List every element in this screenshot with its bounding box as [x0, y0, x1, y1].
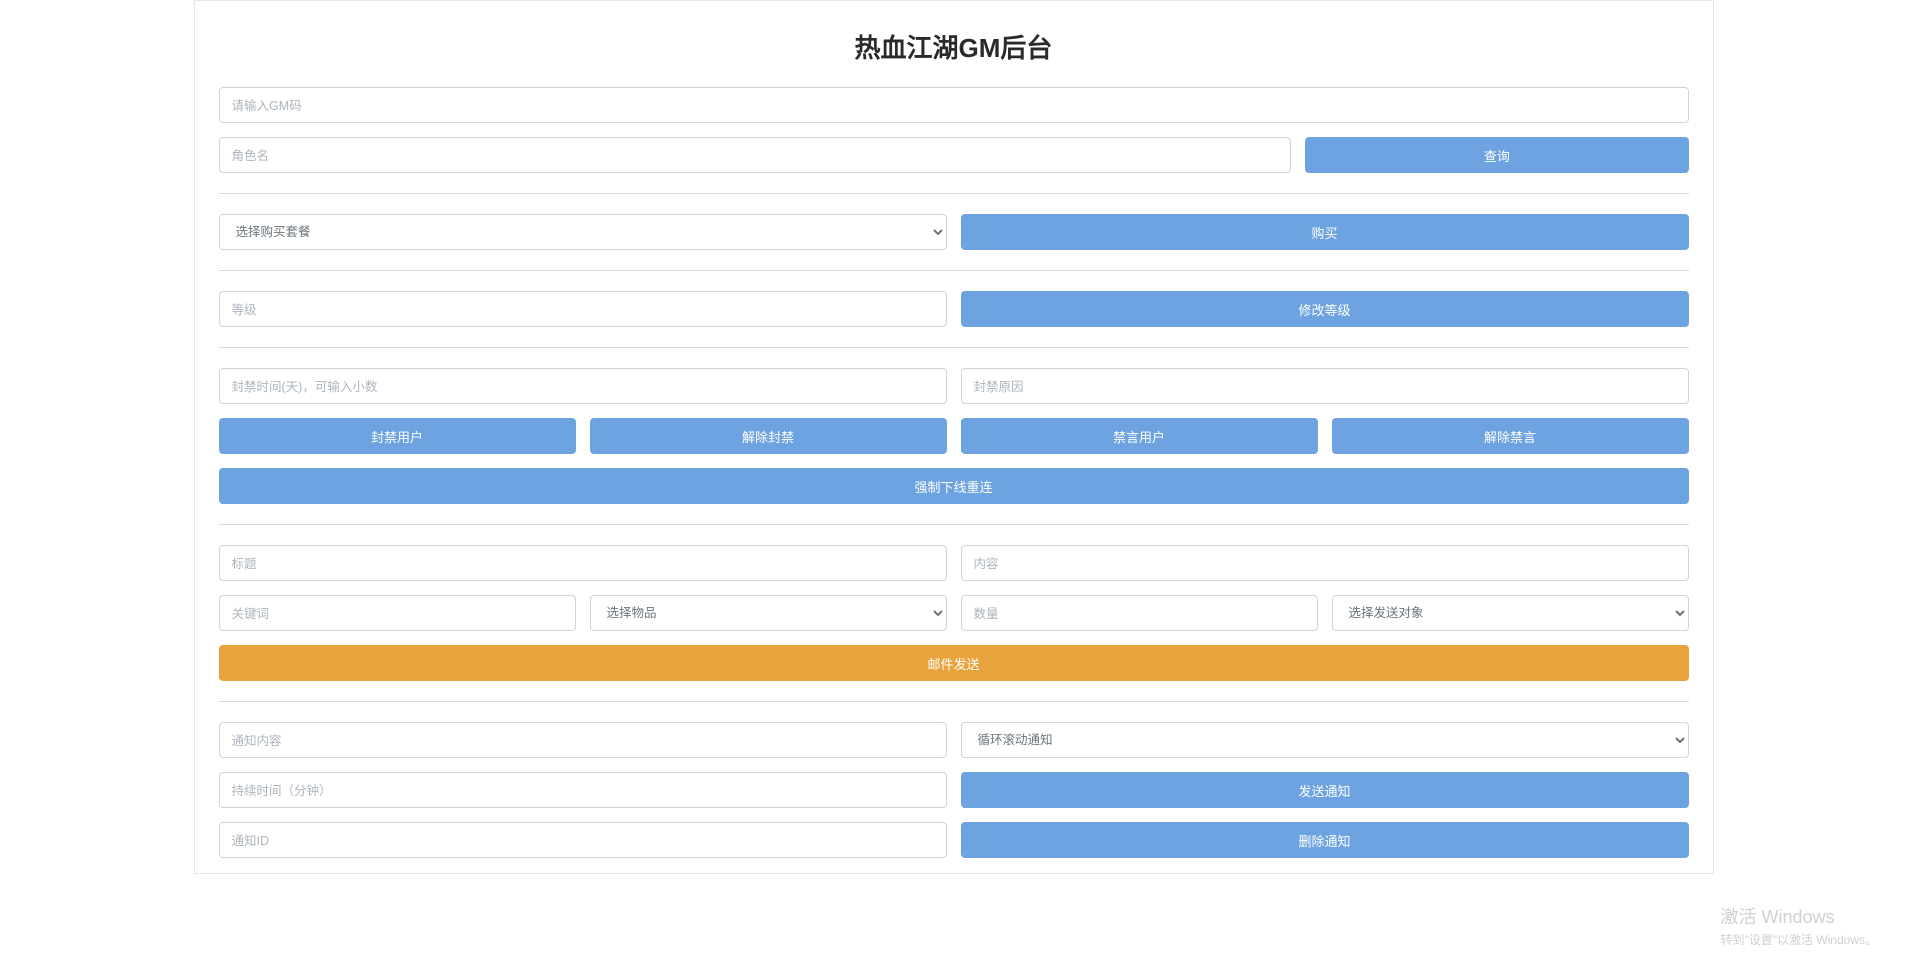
package-select-wrap: 选择购买套餐 [219, 214, 947, 250]
windows-watermark: 激活 Windows 转到"设置"以激活 Windows。 [1720, 903, 1877, 948]
notice-id-wrap [219, 822, 947, 858]
level-row: 修改等级 [219, 291, 1689, 327]
buy-btn-wrap: 购买 [961, 214, 1689, 250]
purchase-row: 选择购买套餐 购买 [219, 214, 1689, 250]
notice-content-wrap [219, 722, 947, 758]
mail-title-wrap [219, 545, 947, 581]
notice-id-input[interactable] [219, 822, 947, 858]
mute-wrap: 禁言用户 [961, 418, 1318, 454]
mail-content-wrap [961, 545, 1689, 581]
mail-target-wrap: 选择发送对象 [1332, 595, 1689, 631]
ban-time-wrap [219, 368, 947, 404]
watermark-line1: 激活 Windows [1720, 903, 1877, 929]
notice-row3: 删除通知 [219, 822, 1689, 858]
level-input-wrap [219, 291, 947, 327]
unmute-button[interactable]: 解除禁言 [1332, 418, 1689, 454]
watermark-line2: 转到"设置"以激活 Windows。 [1720, 931, 1877, 948]
unban-button[interactable]: 解除封禁 [590, 418, 947, 454]
mail-item-select[interactable]: 选择物品 [590, 595, 947, 631]
modify-level-wrap: 修改等级 [961, 291, 1689, 327]
main-container: 热血江湖GM后台 查询 选择购买套餐 购买 修改等级 [194, 0, 1714, 874]
mute-button[interactable]: 禁言用户 [961, 418, 1318, 454]
ban-reason-input[interactable] [961, 368, 1689, 404]
gm-code-row [219, 87, 1689, 123]
notice-duration-wrap [219, 772, 947, 808]
mail-keyword-wrap [219, 595, 576, 631]
unmute-wrap: 解除禁言 [1332, 418, 1689, 454]
mail-quantity-input[interactable] [961, 595, 1318, 631]
gm-code-input[interactable] [219, 87, 1689, 123]
ban-user-button[interactable]: 封禁用户 [219, 418, 576, 454]
notice-row1: 循环滚动通知 [219, 722, 1689, 758]
notice-type-select[interactable]: 循环滚动通知 [961, 722, 1689, 758]
mail-row1 [219, 545, 1689, 581]
role-name-input[interactable] [219, 137, 1292, 173]
divider [219, 270, 1689, 271]
query-row: 查询 [219, 137, 1689, 173]
page-title: 热血江湖GM后台 [219, 28, 1689, 65]
notice-duration-input[interactable] [219, 772, 947, 808]
ban-buttons-row: 封禁用户 解除封禁 禁言用户 解除禁言 [219, 418, 1689, 454]
ban-reason-wrap [961, 368, 1689, 404]
force-offline-button[interactable]: 强制下线重连 [219, 468, 1689, 504]
notice-delete-button[interactable]: 删除通知 [961, 822, 1689, 858]
force-offline-row: 强制下线重连 [219, 468, 1689, 504]
notice-send-button[interactable]: 发送通知 [961, 772, 1689, 808]
ban-time-input[interactable] [219, 368, 947, 404]
notice-send-wrap: 发送通知 [961, 772, 1689, 808]
mail-qty-wrap [961, 595, 1318, 631]
divider [219, 347, 1689, 348]
mail-title-input[interactable] [219, 545, 947, 581]
buy-button[interactable]: 购买 [961, 214, 1689, 250]
notice-content-input[interactable] [219, 722, 947, 758]
notice-delete-wrap: 删除通知 [961, 822, 1689, 858]
mail-send-row: 邮件发送 [219, 645, 1689, 681]
mail-keyword-input[interactable] [219, 595, 576, 631]
notice-type-wrap: 循环滚动通知 [961, 722, 1689, 758]
mail-content-input[interactable] [961, 545, 1689, 581]
query-button[interactable]: 查询 [1305, 137, 1688, 173]
ban-inputs-row [219, 368, 1689, 404]
mail-target-select[interactable]: 选择发送对象 [1332, 595, 1689, 631]
modify-level-button[interactable]: 修改等级 [961, 291, 1689, 327]
mail-send-button[interactable]: 邮件发送 [219, 645, 1689, 681]
divider [219, 193, 1689, 194]
query-btn-wrap: 查询 [1305, 137, 1688, 173]
mail-row2: 选择物品 选择发送对象 [219, 595, 1689, 631]
notice-row2: 发送通知 [219, 772, 1689, 808]
package-select[interactable]: 选择购买套餐 [219, 214, 947, 250]
role-name-wrap [219, 137, 1292, 173]
unban-wrap: 解除封禁 [590, 418, 947, 454]
divider [219, 524, 1689, 525]
ban-user-wrap: 封禁用户 [219, 418, 576, 454]
mail-item-wrap: 选择物品 [590, 595, 947, 631]
level-input[interactable] [219, 291, 947, 327]
divider [219, 701, 1689, 702]
